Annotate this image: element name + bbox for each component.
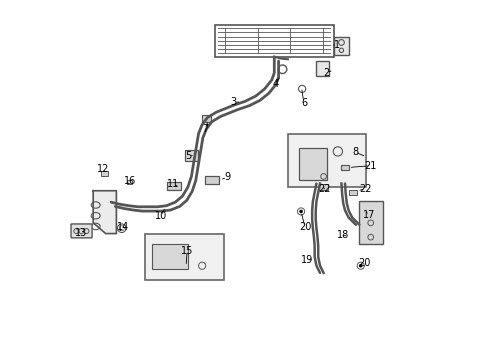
Text: 15: 15 [181, 246, 194, 256]
Text: 11: 11 [167, 179, 179, 189]
Text: 18: 18 [337, 230, 349, 240]
Polygon shape [93, 191, 117, 234]
Text: 9: 9 [224, 172, 230, 182]
Text: 4: 4 [272, 79, 278, 89]
FancyBboxPatch shape [205, 176, 220, 184]
Text: 20: 20 [299, 222, 311, 232]
Circle shape [299, 210, 303, 213]
Text: 14: 14 [117, 222, 129, 232]
FancyBboxPatch shape [152, 244, 188, 269]
Text: 7: 7 [202, 124, 208, 134]
Text: 20: 20 [359, 258, 371, 268]
Text: 22: 22 [318, 184, 331, 194]
Text: 2: 2 [323, 68, 330, 78]
Text: 13: 13 [75, 228, 88, 238]
FancyBboxPatch shape [167, 182, 181, 190]
FancyBboxPatch shape [185, 150, 198, 161]
Text: 12: 12 [97, 163, 109, 174]
Text: 17: 17 [363, 210, 375, 220]
Text: 10: 10 [155, 211, 167, 221]
Text: 16: 16 [124, 176, 136, 186]
FancyBboxPatch shape [101, 171, 108, 176]
Text: 21: 21 [364, 161, 376, 171]
FancyBboxPatch shape [319, 184, 328, 190]
FancyBboxPatch shape [348, 190, 357, 195]
FancyBboxPatch shape [145, 234, 223, 280]
Text: 5: 5 [185, 151, 192, 161]
Text: 3: 3 [230, 97, 237, 107]
Text: 8: 8 [352, 147, 358, 157]
FancyBboxPatch shape [334, 37, 348, 55]
Text: 1: 1 [334, 40, 340, 50]
FancyBboxPatch shape [298, 148, 327, 180]
FancyBboxPatch shape [342, 165, 348, 170]
FancyBboxPatch shape [202, 115, 211, 122]
Text: 6: 6 [301, 98, 307, 108]
FancyBboxPatch shape [317, 61, 329, 76]
Text: 19: 19 [301, 255, 313, 265]
FancyBboxPatch shape [288, 134, 367, 187]
Circle shape [359, 264, 363, 267]
FancyBboxPatch shape [71, 224, 92, 238]
FancyBboxPatch shape [359, 202, 383, 244]
FancyBboxPatch shape [127, 180, 132, 184]
Text: 22: 22 [360, 184, 372, 194]
